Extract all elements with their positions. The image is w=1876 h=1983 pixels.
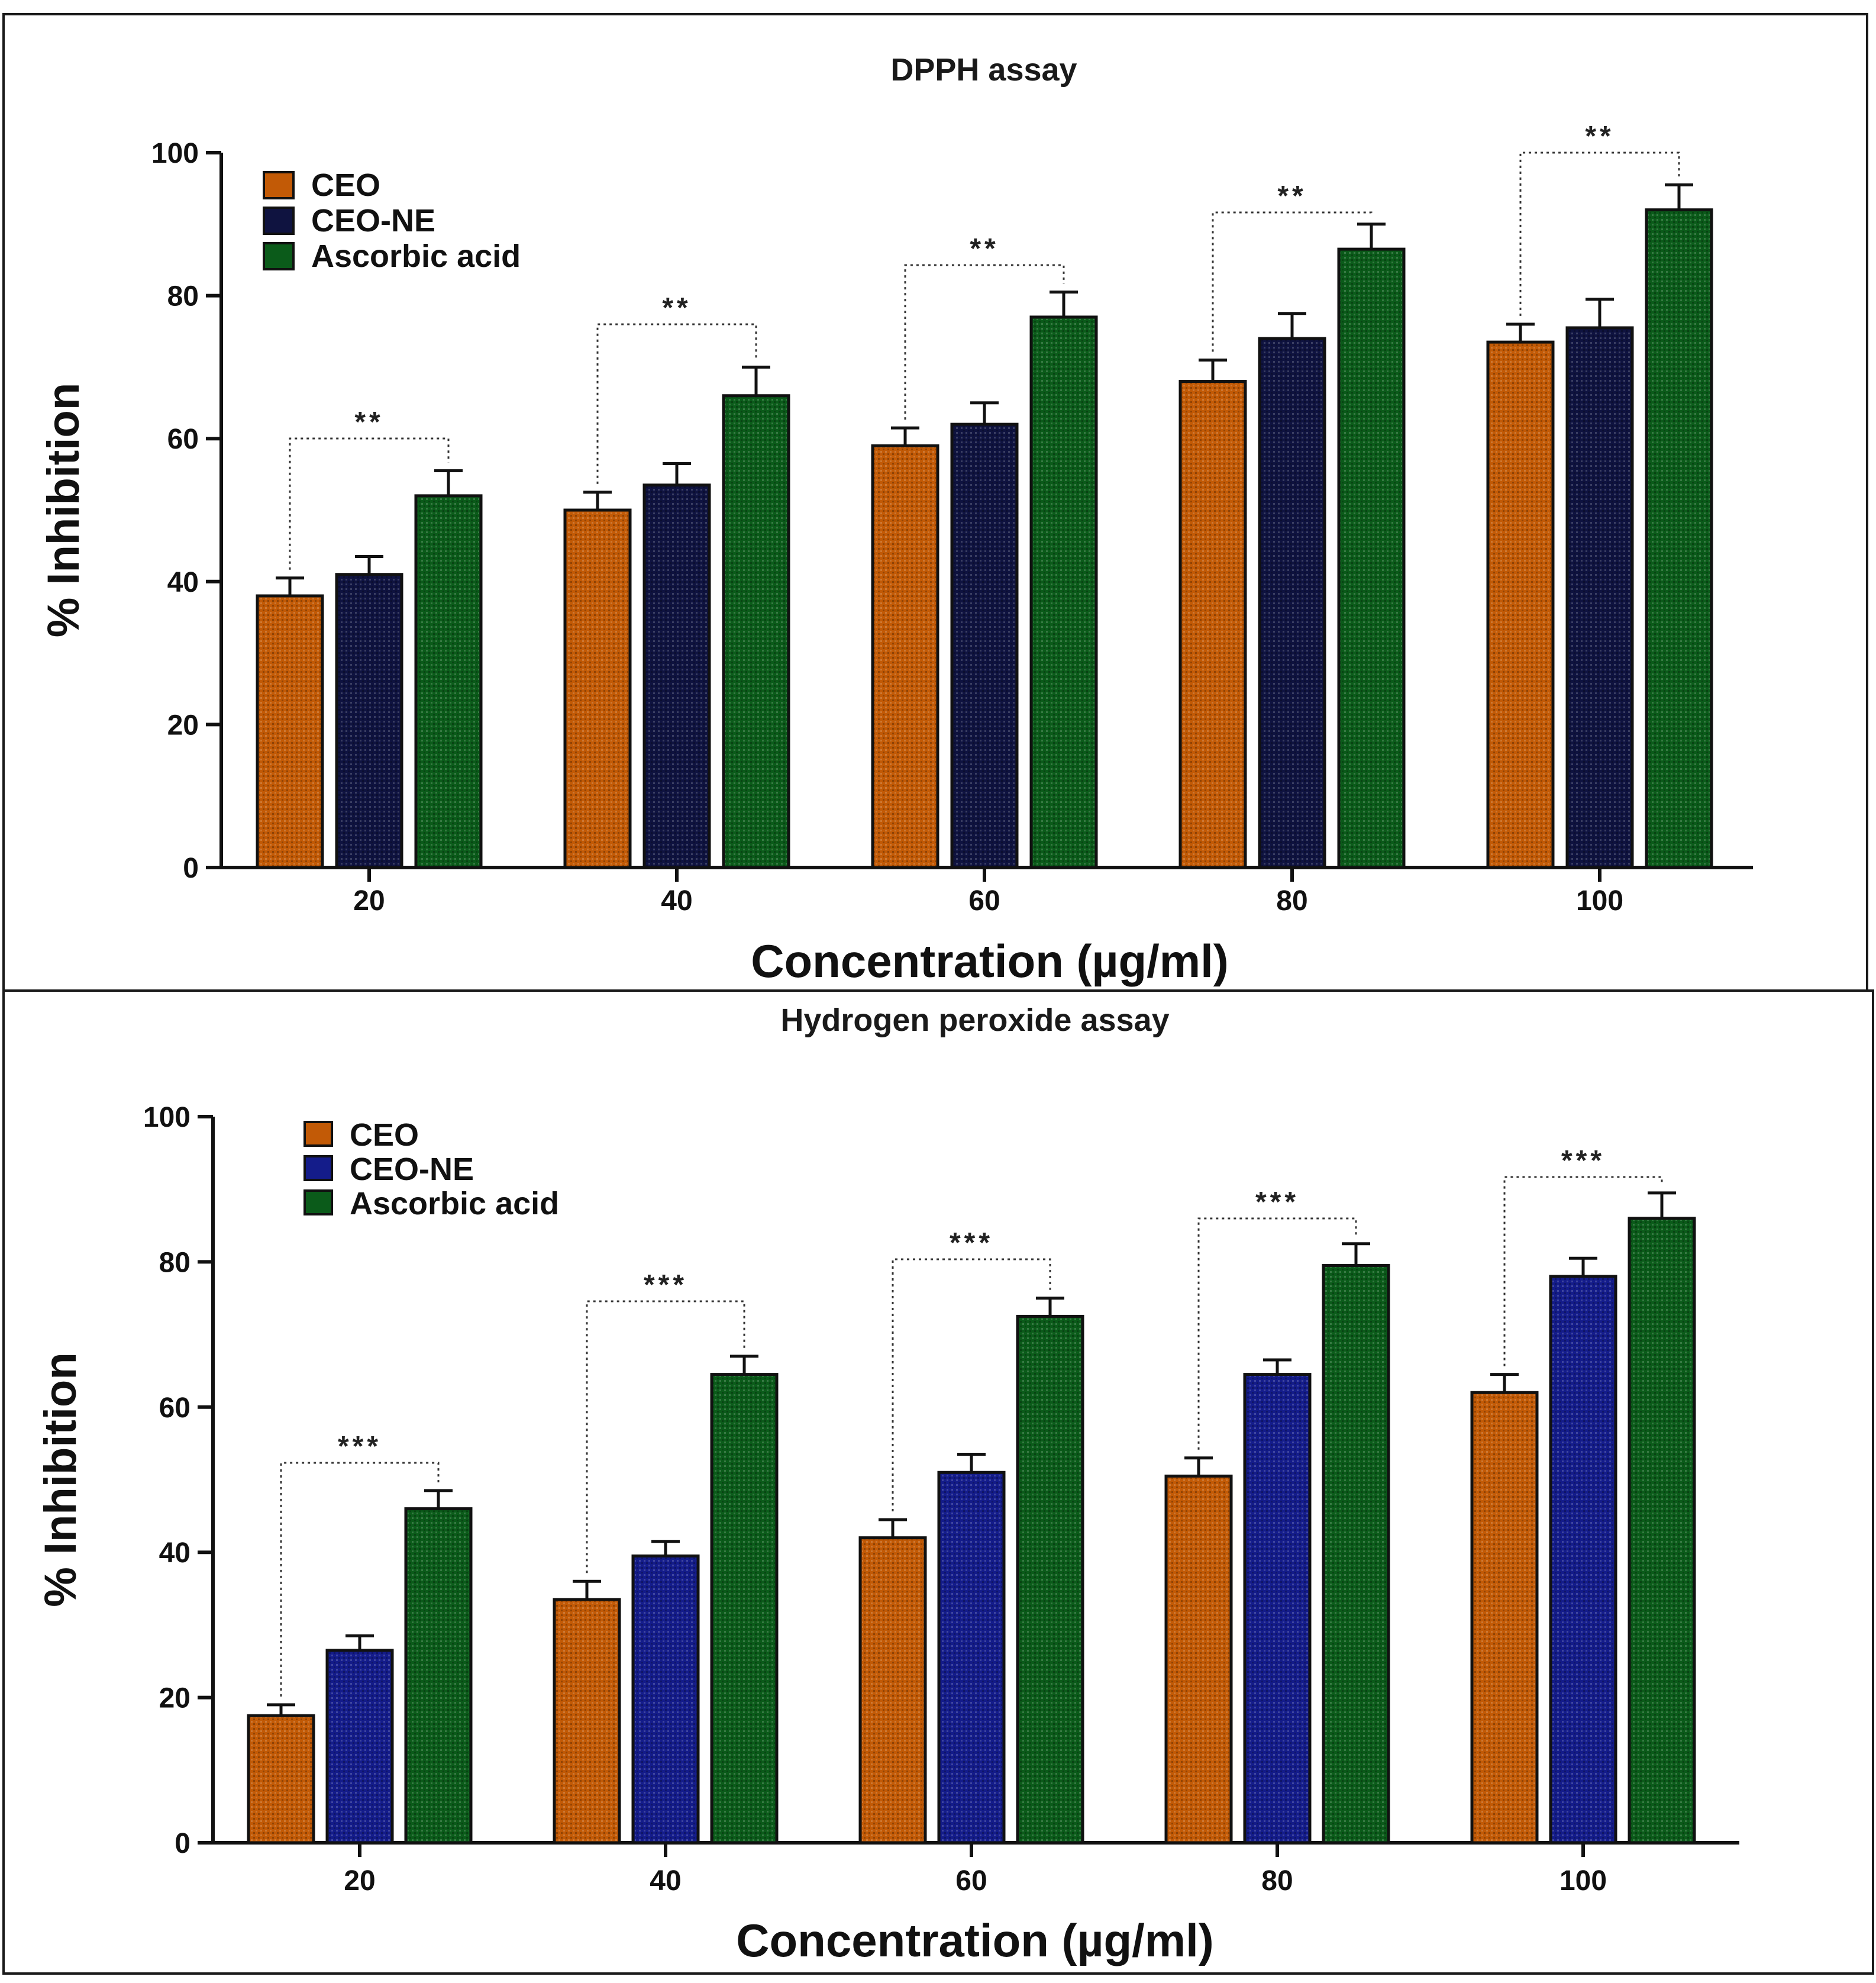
y-tick-label: 60	[159, 1392, 190, 1424]
significance-marker: ***	[338, 1431, 382, 1462]
y-tick-label: 20	[159, 1683, 190, 1714]
legend-label: CEO-NE	[350, 1152, 474, 1187]
significance-marker: ***	[644, 1269, 687, 1301]
significance-bracket	[289, 437, 450, 570]
significance-marker: **	[354, 407, 383, 438]
bar-texture	[1648, 211, 1710, 866]
dpph-chart: DPPH assay 0 20 40 60 80 100 % Inhibition 20 ** 40…	[38, 52, 1753, 987]
x-tick-label: 40	[650, 1865, 681, 1897]
y-tick-label: 100	[143, 1102, 190, 1133]
legend-swatch-ceo	[263, 171, 295, 199]
bar-texture	[1490, 344, 1551, 866]
x-tick-label: 20	[344, 1865, 375, 1897]
y-tick-label: 0	[175, 1828, 190, 1859]
legend-swatch-ceo	[303, 1121, 333, 1147]
legend-swatch-ascorbic-acid	[303, 1189, 333, 1215]
legend-label: Ascorbic acid	[311, 238, 521, 274]
bar-texture	[338, 576, 400, 866]
hydrogen-peroxide-chart: Hydrogen peroxide assay 0 20 40 60 80 100 % Inh…	[35, 1002, 1739, 1966]
significance-bracket	[596, 323, 757, 484]
y-axis-label: % Inhibition	[38, 383, 89, 638]
significance-bracket	[1503, 1176, 1663, 1366]
y-tick-label: 40	[159, 1537, 190, 1569]
significance-bracket	[586, 1300, 745, 1573]
bar-texture	[408, 1510, 469, 1841]
legend-label: CEO	[350, 1117, 419, 1153]
legend-label: Ascorbic acid	[350, 1186, 559, 1221]
significance-marker: **	[970, 233, 999, 265]
legend-swatch-ceo-ne	[303, 1155, 333, 1181]
legend-label: CEO	[311, 167, 380, 203]
bar-texture	[1341, 251, 1402, 866]
x-tick-label: 100	[1559, 1865, 1607, 1897]
y-tick-label: 80	[167, 281, 199, 312]
y-tick-label: 0	[183, 853, 199, 884]
y-tick-label: 60	[167, 424, 199, 455]
bar-texture	[1325, 1267, 1387, 1841]
legend-swatch-ceo-ne	[263, 207, 295, 235]
y-axis-label: % Inhibition	[35, 1352, 86, 1607]
bar-texture	[1552, 1278, 1614, 1841]
bar-texture	[329, 1652, 390, 1841]
bar-texture	[874, 447, 936, 866]
bar-texture	[941, 1474, 1002, 1841]
bar-texture	[635, 1558, 696, 1841]
bar-texture	[713, 1376, 775, 1841]
bar-texture	[646, 486, 708, 866]
y-tick-label: 40	[167, 567, 199, 598]
significance-bracket	[1197, 1217, 1357, 1450]
bar-texture	[1168, 1478, 1229, 1841]
chart-title: DPPH assay	[890, 52, 1077, 88]
chart-panel-hydrogen-peroxide: Hydrogen peroxide assay 0 20 40 60 80 100 % Inh…	[2, 989, 1874, 1975]
chart-title: Hydrogen peroxide assay	[780, 1002, 1169, 1038]
legend-label: CEO-NE	[311, 203, 435, 238]
significance-marker: ***	[950, 1227, 993, 1259]
bar-texture	[1631, 1220, 1693, 1841]
x-tick-label: 60	[968, 885, 1000, 917]
bar-texture	[1033, 318, 1094, 866]
bar-texture	[1019, 1318, 1081, 1841]
x-tick-label: 20	[353, 885, 385, 917]
bar-texture	[250, 1717, 312, 1841]
bar-texture	[556, 1601, 618, 1841]
bar-texture	[259, 597, 321, 866]
significance-marker: ***	[1255, 1186, 1299, 1218]
x-tick-label: 40	[661, 885, 692, 917]
significance-marker: **	[662, 292, 691, 324]
x-tick-label: 80	[1261, 1865, 1293, 1897]
bar-texture	[954, 426, 1015, 866]
x-tick-label: 80	[1276, 885, 1307, 917]
bar-texture	[1261, 340, 1323, 866]
significance-marker: **	[1585, 121, 1614, 152]
bar-texture	[862, 1539, 924, 1841]
bar-texture	[567, 512, 628, 866]
bar-texture	[725, 397, 787, 866]
y-tick-label: 100	[151, 138, 199, 169]
significance-marker: ***	[1561, 1145, 1605, 1176]
chart-panel-dpph: DPPH assay 0 20 40 60 80 100 % Inhibition 20 ** 40…	[2, 13, 1868, 989]
legend-swatch-ascorbic-acid	[263, 242, 295, 270]
x-tick-label: 100	[1576, 885, 1623, 917]
x-axis-label: Concentration (µg/ml)	[751, 935, 1229, 987]
y-tick-label: 20	[167, 710, 199, 741]
bar-texture	[418, 497, 479, 866]
bar-texture	[1182, 383, 1244, 866]
bar-texture	[1474, 1394, 1535, 1841]
bar-texture	[1247, 1376, 1308, 1841]
significance-bracket	[892, 1258, 1051, 1511]
significance-bracket	[904, 264, 1065, 420]
x-tick-label: 60	[955, 1865, 987, 1897]
significance-marker: **	[1277, 180, 1306, 212]
bar-texture	[1569, 329, 1630, 866]
y-tick-label: 80	[159, 1247, 190, 1278]
x-axis-label: Concentration (µg/ml)	[736, 1914, 1214, 1966]
